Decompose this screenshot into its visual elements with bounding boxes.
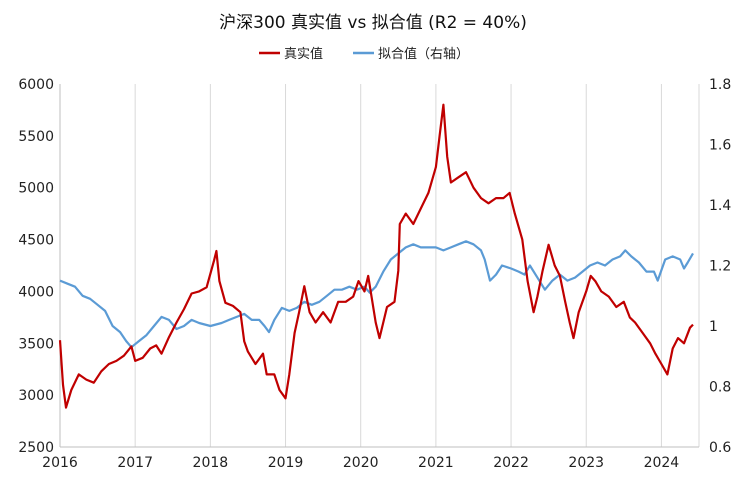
y-left-tick-label: 3000 (18, 388, 54, 404)
y-left-tick-label: 5500 (18, 129, 54, 145)
x-tick-label: 2022 (493, 455, 529, 471)
legend-label-fitted: 拟合值（右轴） (378, 46, 469, 62)
y-axis-right: 0.6 0.8 1 1.2 1.4 1.6 1.8 (709, 77, 731, 456)
y-left-tick-label: 6000 (18, 77, 54, 93)
series-line-real (58, 103, 694, 409)
y-right-tick-label: 1.4 (709, 198, 731, 214)
y-right-tick-label: 1 (709, 319, 718, 335)
legend: 真实值 拟合值（右轴） (259, 46, 469, 62)
legend-label-real: 真实值 (284, 46, 323, 62)
y-left-tick-label: 2500 (18, 440, 54, 456)
series-line-fitted (59, 240, 694, 349)
y-left-tick-label: 4500 (18, 233, 54, 249)
x-axis: 2016 2017 2018 2019 2020 2021 2022 2023 2024 (42, 455, 679, 471)
x-tick-label: 2023 (568, 455, 604, 471)
x-tick-label: 2019 (268, 455, 304, 471)
y-right-tick-label: 1.2 (709, 259, 731, 275)
y-left-tick-label: 4000 (18, 284, 54, 300)
y-left-tick-label: 5000 (18, 181, 54, 197)
y-right-tick-label: 1.8 (709, 77, 731, 93)
x-tick-label: 2018 (193, 455, 229, 471)
y-right-tick-label: 0.6 (709, 440, 731, 456)
plot-lines (58, 103, 694, 409)
x-tick-label: 2016 (42, 455, 78, 471)
x-tick-label: 2024 (644, 455, 680, 471)
y-right-tick-label: 1.6 (709, 138, 731, 154)
y-left-tick-label: 3500 (18, 336, 54, 352)
x-tick-label: 2021 (418, 455, 454, 471)
y-axis-left: 2500 3000 3500 4000 4500 5000 5500 6000 (18, 77, 54, 456)
y-right-tick-label: 0.8 (709, 380, 731, 396)
chart-title: 沪深300 真实值 vs 拟合值 (R2 = 40%) (219, 13, 527, 33)
gridlines (59, 84, 700, 448)
x-tick-label: 2017 (117, 455, 153, 471)
x-tick-label: 2020 (343, 455, 379, 471)
